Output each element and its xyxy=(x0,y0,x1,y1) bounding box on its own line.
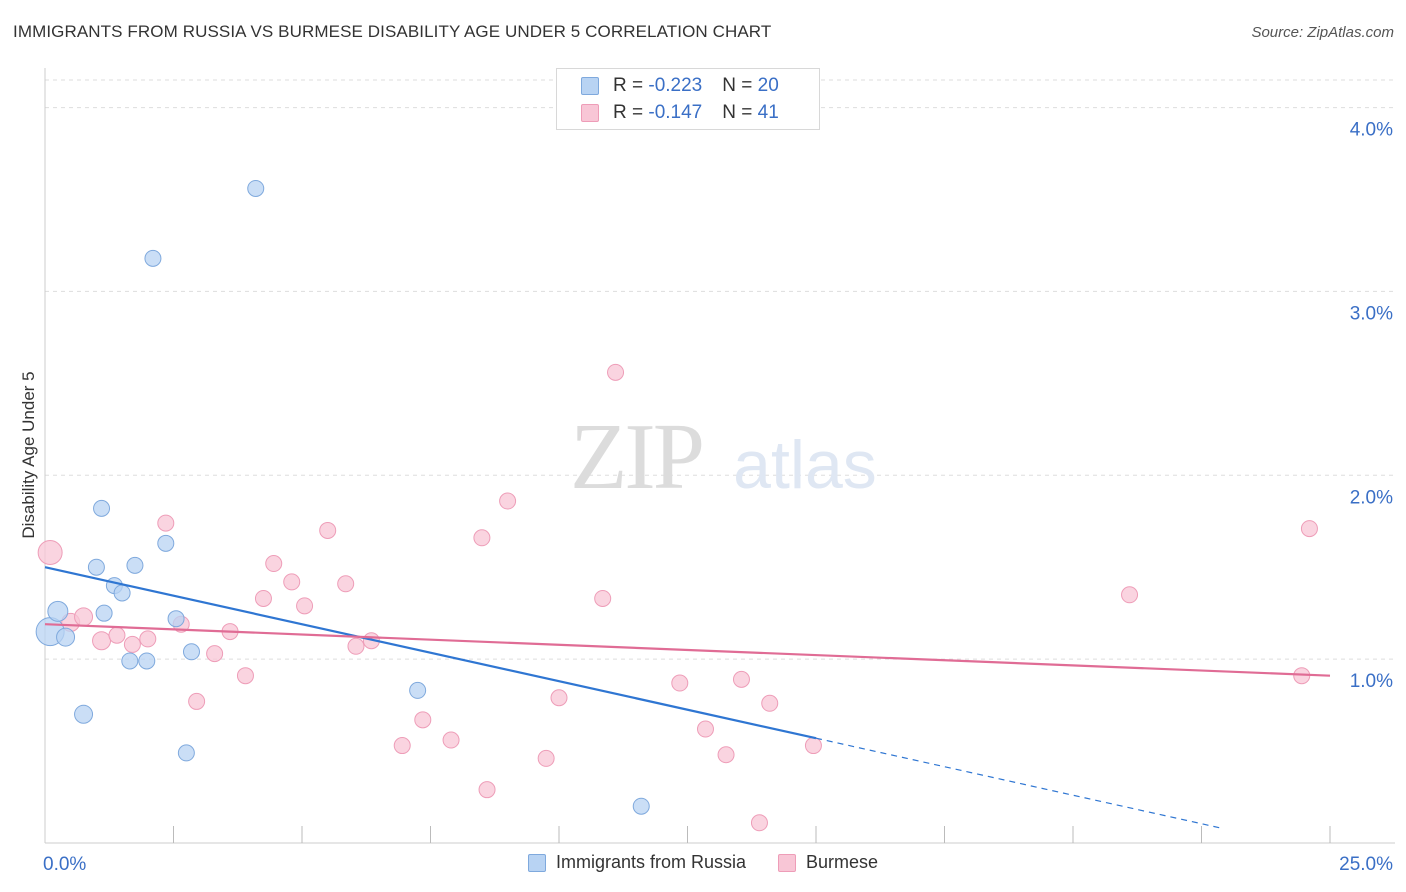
legend-label-burmese: Burmese xyxy=(806,852,879,872)
russia-trend-line xyxy=(44,566,817,740)
watermark: ZIP atlas xyxy=(570,405,877,509)
burmese-r-label: R = xyxy=(613,102,649,123)
russia-n-label: N = xyxy=(722,75,758,96)
stats-row-burmese: R = -0.147 N = 41 xyxy=(581,102,779,124)
burmese-point-18 xyxy=(337,575,355,593)
burmese-point-38 xyxy=(1121,586,1139,604)
russia-point-9 xyxy=(121,652,139,670)
burmese-point-5 xyxy=(123,635,141,653)
watermark-atlas: atlas xyxy=(733,427,877,503)
burmese-point-34 xyxy=(732,670,750,688)
burmese-point-23 xyxy=(442,731,460,749)
russia-point-3 xyxy=(74,704,94,724)
burmese-point-36 xyxy=(761,694,779,712)
russia-trend-extension xyxy=(815,737,1223,829)
russia-point-1 xyxy=(47,600,69,622)
russia-point-12 xyxy=(144,249,162,267)
burmese-point-27 xyxy=(537,749,555,767)
burmese-point-22 xyxy=(414,711,432,729)
russia-point-11 xyxy=(138,652,156,670)
tick-label-layer: 1.0% 2.0% 3.0% 4.0% 0.0% 25.0% xyxy=(43,120,1393,875)
russia-point-15 xyxy=(177,744,195,762)
russia-point-10 xyxy=(126,556,144,574)
chart-title: IMMIGRANTS FROM RUSSIA VS BURMESE DISABI… xyxy=(13,22,772,41)
burmese-point-16 xyxy=(296,597,314,615)
y-tick-label-3: 4.0% xyxy=(1350,120,1393,141)
russia-point-8 xyxy=(113,584,131,602)
russia-point-2 xyxy=(56,627,76,647)
burmese-point-29 xyxy=(607,363,625,381)
russia-n-value: 20 xyxy=(757,75,779,96)
burmese-trend-line xyxy=(44,623,1331,677)
legend-label-russia: Immigrants from Russia xyxy=(555,852,746,872)
burmese-point-2 xyxy=(74,607,94,627)
burmese-point-28 xyxy=(550,689,568,707)
russia-point-6 xyxy=(95,604,113,622)
burmese-point-7 xyxy=(157,514,175,532)
burmese-point-12 xyxy=(236,667,254,685)
burmese-point-10 xyxy=(206,645,224,663)
stats-row-russia: R = -0.223 N = 20 xyxy=(581,75,779,97)
burmese-point-9 xyxy=(188,692,206,710)
burmese-point-6 xyxy=(139,630,157,648)
burmese-point-24 xyxy=(473,529,491,547)
y-tick-label-0: 1.0% xyxy=(1350,671,1393,692)
russia-point-19 xyxy=(632,797,650,815)
burmese-point-21 xyxy=(393,737,411,755)
burmese-swatch xyxy=(581,104,599,122)
chart-source: Source: ZipAtlas.com xyxy=(1251,24,1394,41)
burmese-point-40 xyxy=(1300,520,1318,538)
burmese-point-32 xyxy=(696,720,714,738)
burmese-point-17 xyxy=(319,521,337,539)
y-tick-label-1: 2.0% xyxy=(1350,487,1393,508)
y-axis-label: Disability Age Under 5 xyxy=(19,371,38,538)
russia-r-label: R = xyxy=(613,75,649,96)
russia-point-4 xyxy=(87,558,105,576)
burmese-point-35 xyxy=(750,814,768,832)
grid-layer xyxy=(45,79,1395,660)
burmese-point-15 xyxy=(283,573,301,591)
burmese-point-19 xyxy=(347,637,365,655)
russia-point-17 xyxy=(247,179,265,197)
russia-swatch xyxy=(581,77,599,95)
burmese-point-26 xyxy=(499,492,517,510)
legend-entry-russia: Immigrants from Russia xyxy=(527,852,746,873)
russia-r-value: -0.223 xyxy=(648,75,703,96)
legend-swatch-burmese xyxy=(778,853,796,872)
burmese-point-33 xyxy=(717,746,735,764)
burmese-point-30 xyxy=(594,589,612,607)
y-tick-label-2: 3.0% xyxy=(1350,303,1393,324)
burmese-point-4 xyxy=(108,626,126,644)
russia-point-18 xyxy=(409,681,427,699)
burmese-point-0 xyxy=(37,540,63,566)
burmese-point-31 xyxy=(671,674,689,692)
burmese-point-13 xyxy=(254,589,272,607)
burmese-point-37 xyxy=(804,737,822,755)
burmese-n-label: N = xyxy=(722,102,758,123)
burmese-n-value: 41 xyxy=(757,102,779,123)
burmese-point-3 xyxy=(92,631,112,651)
russia-point-14 xyxy=(167,610,185,628)
burmese-point-14 xyxy=(265,555,283,573)
russia-point-13 xyxy=(157,534,175,552)
series-legend: Immigrants from Russia Burmese xyxy=(0,852,1406,873)
axis-layer xyxy=(44,68,1395,844)
trend-layer xyxy=(44,566,1331,829)
stats-legend: R = -0.223 N = 20 R = -0.147 N = 41 xyxy=(556,68,820,130)
russia-point-5 xyxy=(93,499,111,517)
russia-point-16 xyxy=(182,643,200,661)
burmese-r-value: -0.147 xyxy=(648,102,703,123)
x-tick-label-0: 0.0% xyxy=(43,854,86,875)
legend-swatch-russia xyxy=(527,853,546,872)
x-tick-label-1: 25.0% xyxy=(1339,854,1393,875)
legend-entry-burmese: Burmese xyxy=(778,852,878,873)
watermark-zip: ZIP xyxy=(570,405,702,509)
burmese-point-25 xyxy=(478,781,496,799)
